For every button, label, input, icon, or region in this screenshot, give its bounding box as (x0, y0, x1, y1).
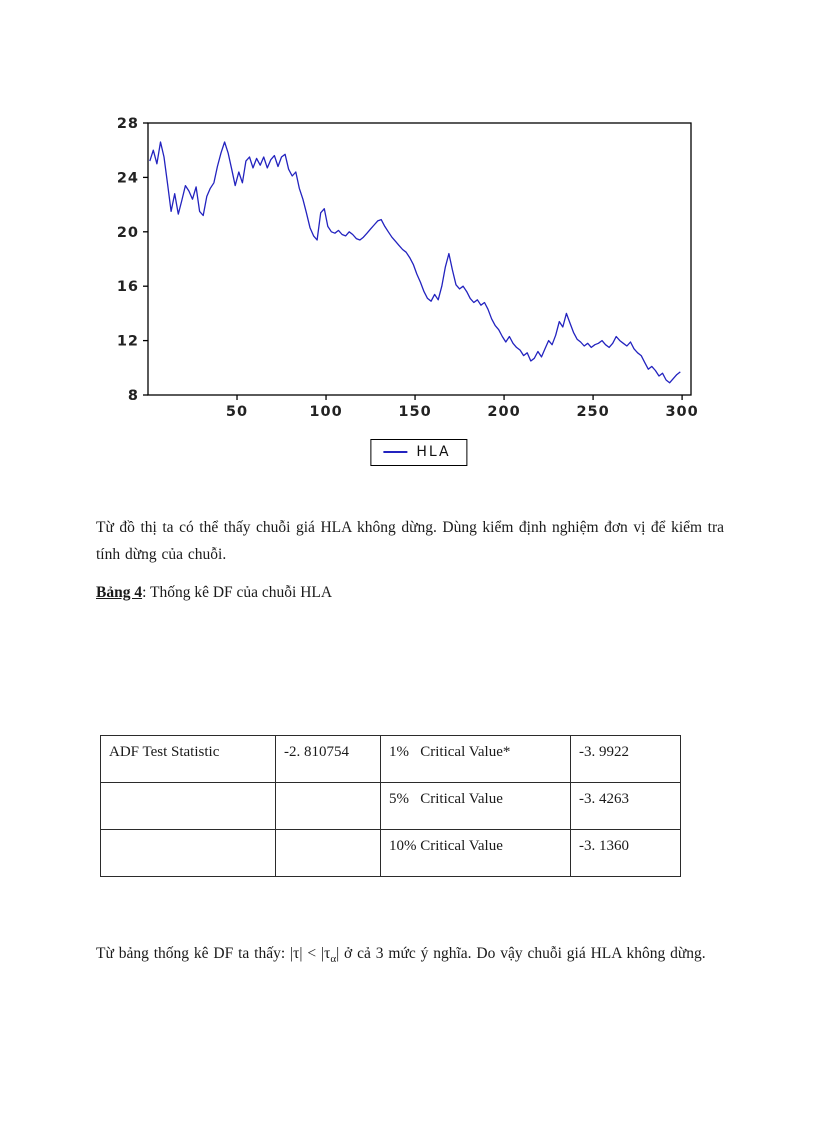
adf-test-table: ADF Test Statistic -2. 810754 1% Critica… (100, 735, 681, 877)
cell-adf-value: -2. 810754 (275, 735, 381, 783)
svg-text:250: 250 (576, 404, 609, 420)
svg-text:16: 16 (117, 279, 139, 295)
chart-legend: HLA (370, 439, 468, 466)
cell-empty (275, 829, 381, 877)
tau-subscript: α (330, 952, 337, 965)
cell-cv1-label: 1% Critical Value* (380, 735, 571, 783)
hla-line-chart: 8 12 16 20 24 28 50 100 150 200 250 300 HLA (104, 117, 704, 466)
cell-cv1-value: -3. 9922 (570, 735, 681, 783)
svg-text:8: 8 (128, 388, 139, 404)
cell-cv10-value: -3. 1360 (570, 829, 681, 877)
cell-cv5-value: -3. 4263 (570, 782, 681, 830)
svg-text:20: 20 (117, 225, 139, 241)
cell-adf-label: ADF Test Statistic (100, 735, 276, 783)
svg-text:12: 12 (117, 334, 139, 350)
table-row: 5% Critical Value -3. 4263 (100, 782, 681, 830)
svg-text:50: 50 (226, 404, 248, 420)
cell-cv5-label: 5% Critical Value (380, 782, 571, 830)
hla-chart-svg: 8 12 16 20 24 28 50 100 150 200 250 300 (117, 117, 698, 420)
table-row: 10% Critical Value -3. 1360 (100, 829, 681, 877)
legend-line-swatch (383, 451, 408, 453)
svg-text:200: 200 (487, 404, 520, 420)
svg-text:24: 24 (117, 170, 139, 186)
paragraph-chart-comment: Từ đồ thị ta có thể thấy chuỗi giá HLA k… (96, 518, 724, 563)
table-caption-text: : Thống kê DF của chuỗi HLA (142, 583, 333, 601)
table-row: ADF Test Statistic -2. 810754 1% Critica… (100, 735, 681, 783)
svg-text:100: 100 (309, 404, 342, 420)
cell-cv10-label: 10% Critical Value (380, 829, 571, 877)
conclusion-part2: | ở cả 3 mức ý nghĩa. Do vậy chuỗi giá H… (336, 944, 706, 962)
legend-label: HLA (416, 444, 451, 460)
cell-empty (275, 782, 381, 830)
svg-text:150: 150 (398, 404, 431, 420)
cell-empty (100, 829, 276, 877)
paragraph-conclusion: Từ bảng thống kê DF ta thấy: |τ| < |τα| … (96, 940, 724, 969)
conclusion-part1: Từ bảng thống kê DF ta thấy: |τ| < |τ (96, 944, 331, 962)
cell-empty (100, 782, 276, 830)
svg-text:300: 300 (665, 404, 698, 420)
svg-text:28: 28 (117, 117, 139, 132)
table-caption-label: Bảng 4 (96, 583, 143, 601)
table-caption: Bảng 4: Thống kê DF của chuỗi HLA (96, 584, 332, 602)
